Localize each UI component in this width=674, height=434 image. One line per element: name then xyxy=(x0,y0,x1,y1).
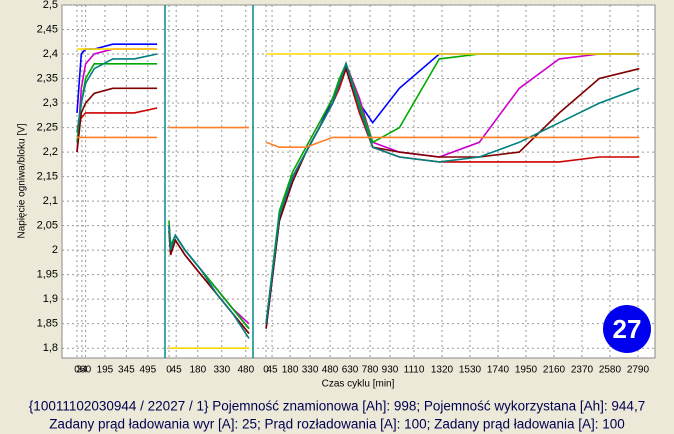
y-tick-label: 1,8 xyxy=(43,342,58,354)
y-tick-label: 2,2 xyxy=(43,146,58,158)
x-tick-label: 180 xyxy=(189,365,206,376)
x-tick-label: 180 xyxy=(282,365,299,376)
y-tick-label: 2,4 xyxy=(43,48,58,60)
y-tick-label: 2,25 xyxy=(37,121,58,133)
x-tick-label: 60 xyxy=(80,365,92,376)
x-tick-label: 780 xyxy=(362,365,379,376)
x-tick-label: 0 xyxy=(74,365,80,376)
y-tick-label: 2,15 xyxy=(37,171,58,183)
y-tick-label: 2,05 xyxy=(37,220,58,232)
y-tick-label: 1,95 xyxy=(37,269,58,281)
x-tick-label: 630 xyxy=(342,365,359,376)
x-tick-label: 45 xyxy=(171,365,183,376)
y-tick-label: 2,3 xyxy=(43,97,58,109)
x-tick-label: 2580 xyxy=(599,365,622,376)
y-tick-label: 1,85 xyxy=(37,318,58,330)
x-tick-label: 195 xyxy=(97,365,114,376)
y-tick-label: 2,45 xyxy=(37,23,58,35)
x-tick-label: 330 xyxy=(302,365,319,376)
x-tick-label: 2160 xyxy=(543,365,566,376)
x-tick-label: 330 xyxy=(213,365,230,376)
x-tick-label: 2790 xyxy=(627,365,650,376)
badge-label: 27 xyxy=(613,314,642,344)
x-tick-label: 1950 xyxy=(515,365,538,376)
y-tick-label: 2,35 xyxy=(37,72,58,84)
x-tick-label: 1110 xyxy=(404,365,425,376)
x-tick-label: 930 xyxy=(382,365,399,376)
series-line xyxy=(265,136,640,148)
x-tick-label: 0 xyxy=(166,365,172,376)
x-tick-label: 345 xyxy=(118,365,135,376)
y-tick-label: 2 xyxy=(52,244,58,256)
series-line xyxy=(76,87,158,153)
series-line xyxy=(265,61,640,324)
y-axis-title: Napięcie ogniwa/bloku [V] xyxy=(17,123,28,238)
badge xyxy=(603,305,651,353)
x-tick-label: 1740 xyxy=(487,365,510,376)
series-line xyxy=(76,53,158,133)
x-tick-label: 0 xyxy=(263,365,269,376)
footer-line: Zadany prąd ładowania wyr [A]: 25; Prąd … xyxy=(49,417,625,432)
y-tick-label: 2,1 xyxy=(43,195,58,207)
x-tick-label: 45 xyxy=(266,365,278,376)
x-tick-label: 495 xyxy=(139,365,156,376)
footer-line: {10011102030944 / 22027 / 1} Pojemność z… xyxy=(29,399,645,414)
x-tick-label: 2370 xyxy=(571,365,594,376)
x-tick-label: 34 xyxy=(76,365,88,376)
x-tick-label: 1530 xyxy=(459,365,482,376)
y-tick-label: 1,9 xyxy=(43,293,58,305)
x-tick-label: 480 xyxy=(322,365,339,376)
x-tick-label: 480 xyxy=(237,365,254,376)
x-tick-label: 1320 xyxy=(431,365,454,376)
series-line xyxy=(168,225,250,339)
y-tick-label: 2,5 xyxy=(43,0,58,11)
x-axis-title: Czas cyklu [min] xyxy=(322,379,395,390)
